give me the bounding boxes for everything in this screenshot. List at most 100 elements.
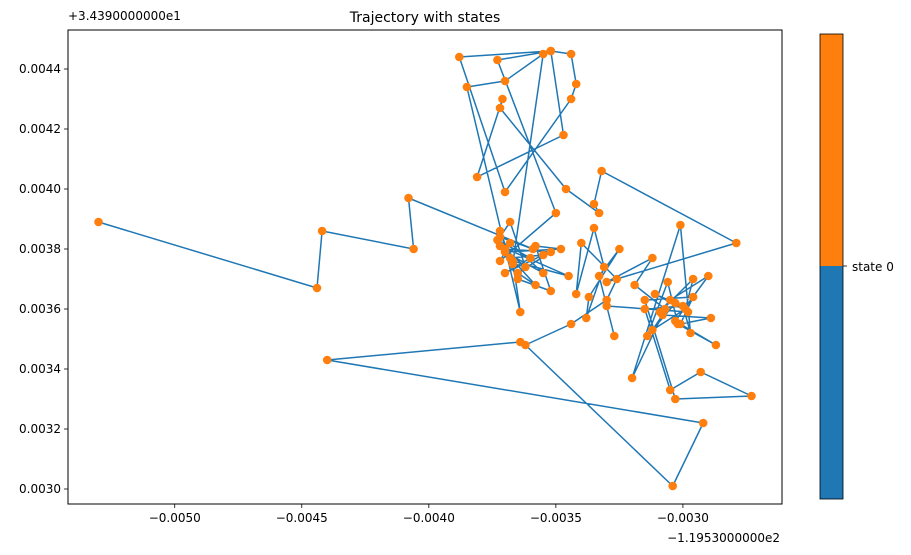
- state-point: [505, 238, 515, 248]
- y-tick-label: 0.0042: [19, 122, 61, 136]
- colorbar-segment-state-1: [820, 34, 843, 266]
- state-point: [711, 340, 721, 350]
- state-point: [521, 262, 530, 272]
- x-axis: −0.0050 −0.0045 −0.0040 −0.0035 −0.0030: [149, 504, 709, 525]
- y-tick-label: 0.0034: [19, 362, 61, 376]
- state-point: [643, 331, 652, 341]
- state-point: [648, 253, 657, 263]
- state-point: [673, 319, 683, 329]
- state-point: [498, 94, 507, 104]
- state-point: [589, 223, 599, 233]
- state-point: [513, 274, 522, 284]
- y-tick-label: 0.0030: [19, 482, 61, 496]
- y-tick-label: 0.0032: [19, 422, 61, 436]
- state-point: [597, 166, 606, 176]
- state-point: [706, 313, 716, 323]
- colorbar-frame: [819, 33, 844, 500]
- state-point: [640, 295, 650, 305]
- state-point: [317, 226, 327, 236]
- x-tick-label: −0.0045: [276, 511, 328, 525]
- state-point: [505, 253, 515, 263]
- y-offset-text: +3.4390000000e1: [68, 9, 181, 23]
- state-point: [94, 217, 103, 227]
- chart-title: Trajectory with states: [349, 10, 501, 26]
- state-point: [640, 304, 650, 314]
- state-point: [566, 319, 576, 329]
- state-point: [556, 244, 566, 254]
- state-point: [668, 481, 677, 491]
- state-point: [732, 238, 741, 248]
- state-point: [612, 274, 622, 284]
- state-point: [538, 250, 548, 260]
- y-axis: 0.0030 0.0032 0.0034 0.0036 0.0038 0.0040 0.00…: [19, 62, 68, 496]
- state-point: [526, 253, 535, 263]
- state-point: [676, 220, 685, 230]
- state-point: [546, 46, 556, 56]
- state-point: [566, 94, 576, 104]
- state-point: [513, 268, 522, 278]
- state-point: [571, 79, 581, 89]
- state-point: [627, 373, 637, 383]
- state-point: [312, 283, 322, 293]
- y-tick-label: 0.0038: [19, 242, 61, 256]
- state-point: [747, 391, 756, 401]
- y-tick-label: 0.0040: [19, 182, 61, 196]
- state-point: [630, 280, 639, 290]
- state-point: [564, 271, 573, 281]
- state-point: [531, 280, 540, 290]
- x-tick-label: −0.0035: [530, 511, 582, 525]
- state-point: [571, 289, 581, 299]
- state-point: [546, 247, 556, 257]
- state-point: [610, 331, 619, 341]
- state-point: [516, 307, 525, 317]
- x-tick-label: −0.0040: [403, 511, 455, 525]
- state-point: [671, 394, 680, 404]
- state-point: [495, 256, 505, 266]
- state-point: [599, 262, 609, 272]
- state-point: [516, 337, 525, 347]
- x-tick-label: −0.0030: [657, 511, 709, 525]
- state-point: [500, 268, 510, 278]
- state-point: [462, 82, 472, 92]
- x-offset-text: −1.1953000000e2: [667, 531, 780, 545]
- state-point: [322, 355, 332, 365]
- state-point: [589, 199, 599, 209]
- state-point: [594, 271, 604, 281]
- state-point: [686, 328, 695, 338]
- state-point: [559, 130, 568, 140]
- state-point: [538, 268, 548, 278]
- state-point: [409, 244, 418, 254]
- x-tick-label: −0.0050: [149, 511, 201, 525]
- state-point: [602, 295, 611, 305]
- state-point: [648, 325, 657, 335]
- state-point: [500, 76, 510, 86]
- state-point: [665, 385, 675, 395]
- state-point: [582, 313, 591, 323]
- state-point: [650, 289, 660, 299]
- state-point: [495, 226, 505, 236]
- colorbar: state 0: [819, 33, 894, 500]
- state-point: [615, 244, 624, 254]
- state-point: [602, 277, 611, 287]
- state-point: [655, 307, 665, 317]
- state-point: [404, 193, 413, 203]
- y-tick-label: 0.0044: [19, 62, 61, 76]
- state-point: [546, 286, 556, 296]
- state-point: [671, 298, 680, 308]
- state-point: [688, 292, 698, 302]
- state-point: [683, 307, 693, 317]
- state-point: [493, 55, 502, 65]
- state-point: [696, 367, 705, 377]
- state-point: [577, 238, 586, 248]
- plot-frame: [67, 29, 783, 505]
- y-tick-label: 0.0036: [19, 302, 61, 316]
- state-point: [584, 292, 594, 302]
- state-point: [704, 271, 713, 281]
- state-point: [493, 235, 502, 245]
- state-point: [594, 208, 604, 218]
- state-point: [602, 301, 611, 311]
- state-point: [698, 418, 708, 428]
- trajectory-line: [98, 50, 753, 487]
- state-point: [531, 241, 540, 251]
